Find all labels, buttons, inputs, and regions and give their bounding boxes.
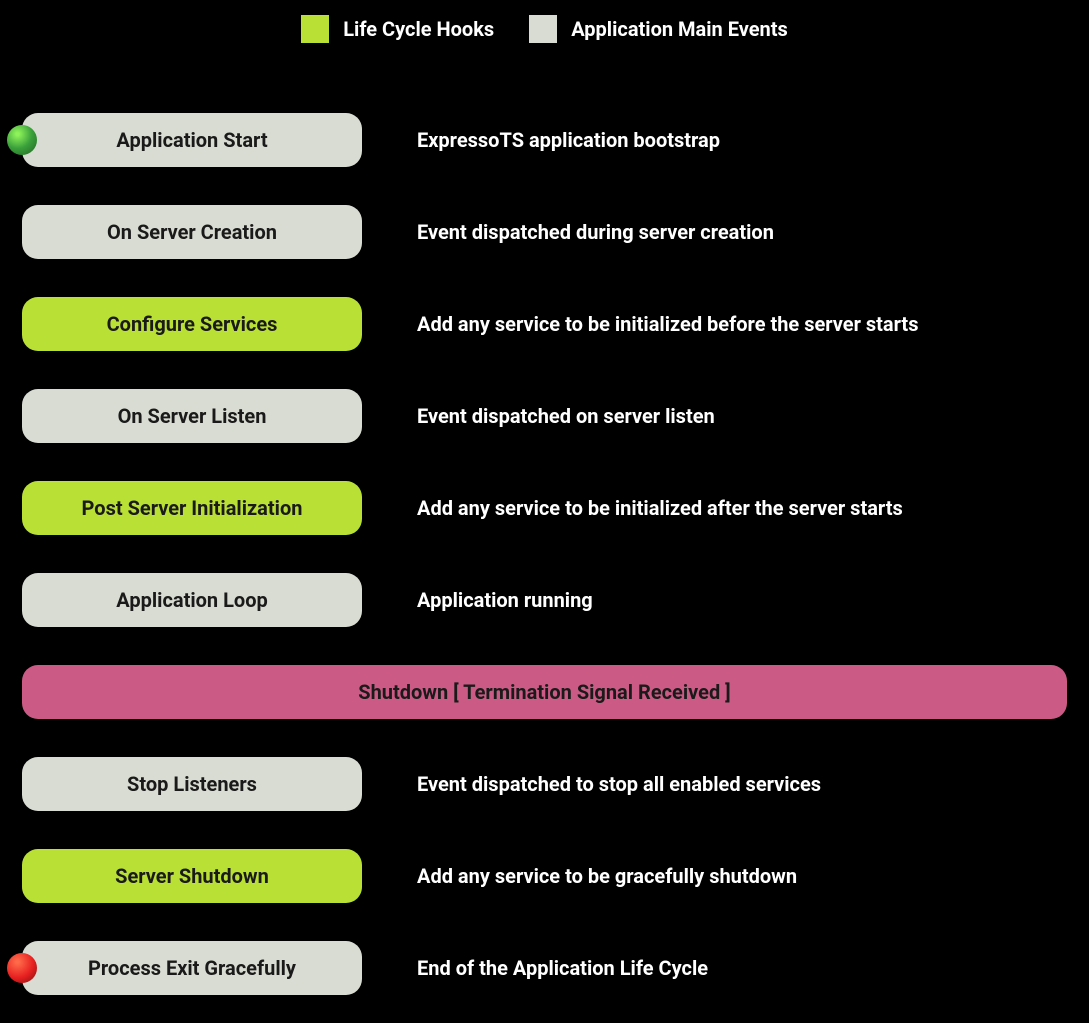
stages.1-stage-box: On Server Creation [22,205,362,259]
stages.0-stage-box: Application Start [22,113,362,167]
post_stages.1-stage-title: Server Shutdown [115,864,269,888]
post_stages.0-row: Stop Listeners Event dispatched to stop a… [22,757,1067,811]
legend-item-hooks: Life Cycle Hooks [301,15,494,43]
stages.3-stage-title: On Server Listen [118,404,267,428]
stages.4-row: Post Server Initialization Add any servic… [22,481,1067,535]
end-dot-icon [7,953,37,983]
stages.0-row: Application Start ExpressoTS application … [22,113,1067,167]
post_stages.2-stage-description: End of the Application Life Cycle [417,956,708,980]
stages.3-row: On Server Listen Event dispatched on serv… [22,389,1067,443]
stages-container: Application Start ExpressoTS application … [22,113,1067,627]
post-stages-container: Stop Listeners Event dispatched to stop a… [22,757,1067,995]
stages.1-stage-description: Event dispatched during server creation [417,220,774,244]
legend-label-hooks: Life Cycle Hooks [343,17,494,41]
post_stages.2-stage-title: Process Exit Gracefully [88,956,296,980]
post_stages.0-stage-title: Stop Listeners [127,772,257,796]
post_stages.0-stage-box: Stop Listeners [22,757,362,811]
legend: Life Cycle Hooks Application Main Events [22,10,1067,43]
legend-swatch-events [529,15,557,43]
post_stages.2-stage-box: Process Exit Gracefully [22,941,362,995]
stages.4-stage-description: Add any service to be initialized after … [417,496,903,520]
post_stages.0-stage-description: Event dispatched to stop all enabled ser… [417,772,821,796]
shutdown-banner: Shutdown [ Termination Signal Received ] [22,665,1067,719]
stages.2-stage-box: Configure Services [22,297,362,351]
stages.5-stage-title: Application Loop [116,588,268,612]
stages.4-stage-title: Post Server Initialization [82,496,303,520]
stages.5-stage-description: Application running [417,588,593,612]
stages.0-stage-title: Application Start [116,128,267,152]
stages.3-stage-description: Event dispatched on server listen [417,404,715,428]
post_stages.1-stage-description: Add any service to be gracefully shutdow… [417,864,797,888]
stages.1-stage-title: On Server Creation [107,220,277,244]
post_stages.1-row: Server Shutdown Add any service to be gra… [22,849,1067,903]
stages.0-stage-description: ExpressoTS application bootstrap [417,128,720,152]
stages.2-row: Configure Services Add any service to be … [22,297,1067,351]
post_stages.2-row: Process Exit Gracefully End of the Applic… [22,941,1067,995]
post_stages.1-stage-box: Server Shutdown [22,849,362,903]
legend-swatch-hooks [301,15,329,43]
stages.2-stage-description: Add any service to be initialized before… [417,312,918,336]
shutdown-banner-label: Shutdown [ Termination Signal Received ] [358,680,730,704]
start-dot-icon [7,125,37,155]
stages.2-stage-title: Configure Services [107,312,278,336]
stages.5-stage-box: Application Loop [22,573,362,627]
legend-item-events: Application Main Events [529,15,788,43]
stages.3-stage-box: On Server Listen [22,389,362,443]
stages.1-row: On Server Creation Event dispatched durin… [22,205,1067,259]
stages.4-stage-box: Post Server Initialization [22,481,362,535]
legend-label-events: Application Main Events [571,17,788,41]
stages.5-row: Application Loop Application running [22,573,1067,627]
